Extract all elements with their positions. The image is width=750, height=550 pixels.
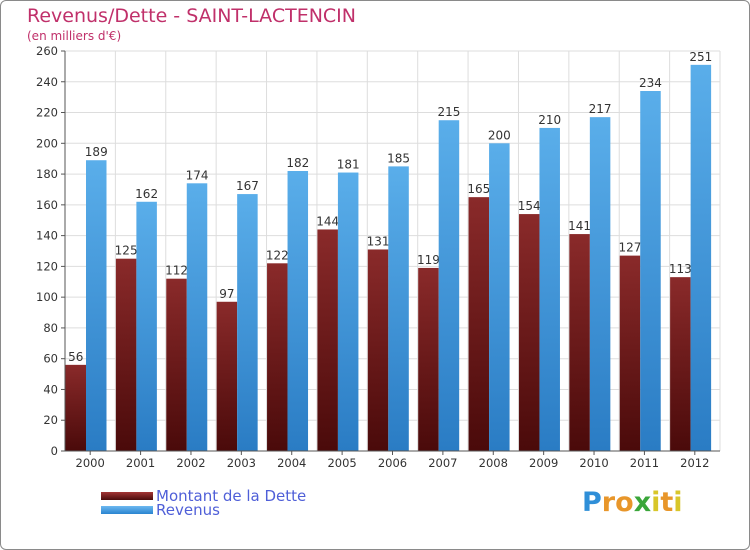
bar-dette-2009	[518, 214, 540, 451]
data-label-revenus-2003: 167	[236, 179, 259, 193]
ytick-label-100: 100	[36, 290, 58, 304]
data-label-dette-2004: 122	[266, 248, 289, 262]
ytick-label-140: 140	[36, 229, 58, 243]
xtick-label-2009: 2009	[529, 456, 558, 470]
bar-dette-2010	[569, 234, 590, 451]
xtick-label-2005: 2005	[327, 456, 356, 470]
data-label-revenus-2002: 174	[186, 168, 209, 182]
bar-dette-2005	[317, 229, 338, 451]
logo-letter-0: P	[582, 487, 602, 518]
xtick-label-2002: 2002	[176, 456, 205, 470]
ytick-label-180: 180	[36, 167, 58, 181]
proxiti-logo: Proxiti	[582, 487, 683, 518]
data-label-revenus-2005: 181	[337, 158, 360, 172]
chart-title: Revenus/Dette - SAINT-LACTENCIN	[27, 5, 357, 27]
ytick-label-60: 60	[43, 352, 58, 366]
data-label-revenus-2012: 251	[689, 50, 712, 64]
xtick-label-2004: 2004	[277, 456, 306, 470]
data-label-revenus-2001: 162	[135, 187, 158, 201]
ytick-label-40: 40	[43, 382, 58, 396]
xtick-label-2003: 2003	[227, 456, 256, 470]
data-label-dette-2005: 144	[316, 214, 339, 228]
xtick-label-2006: 2006	[378, 456, 407, 470]
bar-revenus-2004	[287, 171, 309, 451]
bar-dette-2012	[670, 277, 691, 451]
logo-letter-2: o	[615, 487, 634, 518]
xtick-label-2001: 2001	[126, 456, 155, 470]
xtick-label-2012: 2012	[680, 456, 709, 470]
bar-dette-2004	[267, 263, 288, 451]
ytick-label-80: 80	[43, 321, 58, 335]
bar-dette-2000	[65, 364, 86, 451]
logo-letter-6: i	[673, 487, 683, 518]
bar-dette-2011	[619, 255, 641, 451]
logo-letter-5: t	[660, 487, 674, 518]
xtick-label-2010: 2010	[579, 456, 608, 470]
ytick-label-240: 240	[36, 75, 58, 89]
bar-dette-2003	[216, 301, 238, 451]
bar-revenus-2002	[186, 183, 208, 452]
data-label-dette-2010: 141	[568, 219, 591, 233]
data-label-dette-2001: 125	[115, 244, 138, 258]
bar-revenus-2012	[690, 64, 712, 451]
bar-revenus-2010	[589, 117, 611, 452]
data-label-dette-2011: 127	[619, 241, 642, 255]
legend-label-revenus: Revenus	[156, 501, 220, 519]
legend-label-dette: Montant de la Dette	[156, 487, 307, 505]
data-label-revenus-2011: 234	[639, 76, 662, 90]
logo-letter-4: i	[651, 487, 661, 518]
bar-revenus-2007	[438, 120, 460, 451]
ytick-label-20: 20	[43, 413, 58, 427]
ytick-label-0: 0	[51, 444, 58, 458]
data-label-dette-2006: 131	[367, 234, 390, 248]
data-label-dette-2000: 56	[68, 350, 83, 364]
data-label-dette-2009: 154	[518, 199, 541, 213]
legend-swatch-revenus	[101, 506, 153, 514]
logo-letter-1: r	[601, 487, 616, 518]
ytick-label-220: 220	[36, 106, 58, 120]
data-label-revenus-2008: 200	[488, 128, 511, 142]
bar-revenus-2009	[539, 127, 560, 451]
bar-dette-2002	[166, 278, 187, 451]
bar-revenus-2005	[337, 172, 359, 452]
bar-dette-2007	[418, 267, 439, 451]
bar-dette-2001	[115, 258, 137, 451]
legend-swatch-dette	[101, 492, 153, 500]
bar-revenus-2000	[86, 160, 107, 451]
ytick-label-120: 120	[36, 259, 58, 273]
data-label-revenus-2007: 215	[437, 105, 460, 119]
bar-revenus-2011	[640, 91, 661, 451]
xtick-label-2007: 2007	[428, 456, 457, 470]
data-label-dette-2003: 97	[219, 287, 234, 301]
xtick-label-2011: 2011	[630, 456, 659, 470]
ytick-label-160: 160	[36, 198, 58, 212]
ytick-label-260: 260	[36, 44, 58, 58]
data-label-revenus-2004: 182	[286, 156, 309, 170]
data-label-revenus-2000: 189	[85, 145, 108, 159]
bar-revenus-2006	[388, 166, 409, 451]
bar-revenus-2008	[489, 143, 510, 452]
data-label-revenus-2010: 217	[589, 102, 612, 116]
data-label-dette-2007: 119	[417, 253, 440, 267]
bar-revenus-2003	[237, 194, 258, 452]
xtick-label-2000: 2000	[76, 456, 105, 470]
logo-letter-3: x	[633, 487, 652, 518]
bar-dette-2008	[468, 197, 490, 451]
data-label-dette-2002: 112	[165, 264, 188, 278]
data-label-dette-2012: 113	[669, 262, 692, 276]
ytick-label-200: 200	[36, 136, 58, 150]
bar-revenus-2001	[136, 201, 157, 451]
data-label-dette-2008: 165	[467, 182, 490, 196]
data-label-revenus-2006: 185	[387, 151, 410, 165]
data-label-revenus-2009: 210	[538, 113, 561, 127]
chart-subtitle: (en milliers d'€)	[27, 29, 122, 43]
xtick-label-2008: 2008	[479, 456, 508, 470]
bar-dette-2006	[367, 249, 389, 451]
